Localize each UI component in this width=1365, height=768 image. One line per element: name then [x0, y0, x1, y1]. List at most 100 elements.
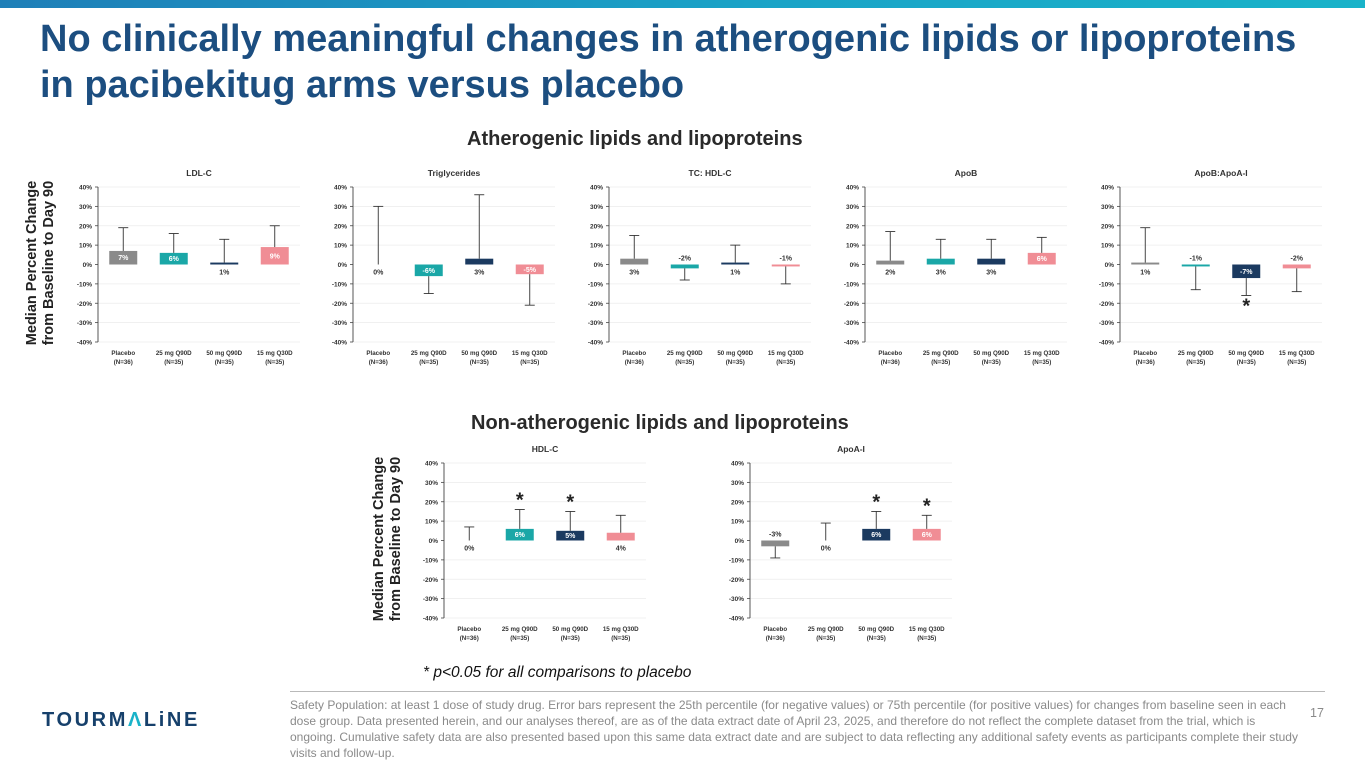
x-tick-sublabel: (N=35) [164, 359, 183, 366]
y-tick-label: -10% [332, 281, 347, 288]
chart-apoa-i: ApoA-I -40% -30% -20% -10% 0% 10% 20% 30% 40% -3% P… [729, 444, 952, 642]
x-tick-label: 50 mg Q90D [973, 350, 1009, 357]
y-tick-label: 30% [334, 204, 347, 211]
logo-accent-glyph: Λ [127, 709, 144, 731]
x-tick-sublabel: (N=35) [931, 359, 950, 366]
data-label: -7% [1240, 269, 1253, 276]
x-tick-sublabel: (N=35) [1032, 359, 1051, 366]
bar [606, 532, 635, 541]
y-tick-label: -40% [1099, 340, 1114, 347]
bar [414, 264, 443, 277]
x-tick-label: Placebo [878, 350, 902, 357]
x-tick-sublabel: (N=35) [419, 359, 438, 366]
y-tick-label: -40% [332, 340, 347, 347]
data-label: 5% [565, 533, 576, 540]
y-tick-label: 10% [846, 243, 859, 250]
x-tick-sublabel: (N=36) [369, 359, 388, 366]
data-label: -2% [679, 256, 692, 263]
chart-title: ApoB [955, 168, 978, 178]
bar [1027, 252, 1056, 265]
bar [977, 258, 1006, 265]
y-tick-label: -20% [729, 577, 744, 584]
y-tick-label: -30% [729, 596, 744, 603]
x-tick-label: 15 mg Q30D [1279, 350, 1315, 357]
y-tick-label: -10% [844, 281, 859, 288]
bar [721, 262, 750, 265]
x-tick-label: Placebo [111, 350, 135, 357]
data-label: -6% [423, 268, 436, 275]
y-tick-label: -10% [423, 557, 438, 564]
y-tick-label: -10% [1099, 281, 1114, 288]
data-label: 0% [373, 270, 384, 277]
bar [505, 528, 534, 541]
chart-title: ApoB:ApoA-I [1194, 168, 1247, 178]
bar [620, 258, 649, 265]
y-tick-label: 10% [79, 243, 92, 250]
y-tick-label: 30% [1101, 204, 1114, 211]
y-tick-label: 0% [338, 262, 348, 269]
x-tick-sublabel: (N=36) [1136, 359, 1155, 366]
chart-title: ApoA-I [837, 444, 865, 454]
significance-asterisk: * [1242, 296, 1250, 318]
page-number: 17 [1310, 706, 1324, 720]
data-label: 1% [730, 270, 741, 277]
x-tick-sublabel: (N=35) [215, 359, 234, 366]
x-tick-sublabel: (N=35) [776, 359, 795, 366]
significance-asterisk: * [566, 491, 574, 513]
y-axis-label-bottom: Median Percent Change from Baseline to D… [371, 444, 405, 634]
bar [926, 258, 955, 265]
y-tick-label: 30% [731, 480, 744, 487]
chart-title: TC: HDL-C [689, 168, 732, 178]
bar [515, 264, 544, 275]
x-tick-label: Placebo [1133, 350, 1157, 357]
y-axis-label-top-line1: Median Percent Change [24, 180, 40, 346]
data-label: 9% [270, 253, 281, 260]
bar [260, 247, 289, 265]
significance-asterisk: * [516, 490, 524, 512]
data-label: 3% [474, 270, 485, 277]
y-tick-label: -30% [332, 320, 347, 327]
significance-asterisk: * [923, 495, 931, 517]
y-tick-label: -40% [588, 340, 603, 347]
x-tick-sublabel: (N=36) [766, 635, 785, 642]
x-tick-label: 15 mg Q30D [909, 626, 945, 633]
chart-ldl-c: LDL-C -40% -30% -20% -10% 0% 10% 20% 30% 40% 7% Pla… [77, 168, 300, 366]
y-tick-label: -10% [729, 557, 744, 564]
x-tick-sublabel: (N=36) [114, 359, 133, 366]
y-tick-label: 10% [334, 243, 347, 250]
bar [1131, 262, 1160, 265]
bar [1232, 264, 1261, 279]
data-label: -2% [1291, 256, 1304, 263]
y-tick-label: -20% [1099, 301, 1114, 308]
bar [210, 262, 239, 265]
data-label: 3% [986, 270, 997, 277]
x-tick-label: Placebo [457, 626, 481, 633]
bar [912, 528, 941, 541]
x-tick-sublabel: (N=36) [460, 635, 479, 642]
data-label: 4% [616, 546, 627, 553]
x-tick-sublabel: (N=35) [675, 359, 694, 366]
top-accent-bar [0, 0, 1365, 8]
data-label: 6% [169, 256, 180, 263]
data-label: -1% [780, 256, 793, 263]
y-tick-label: 20% [79, 223, 92, 230]
y-tick-label: 40% [731, 461, 744, 468]
x-tick-sublabel: (N=36) [881, 359, 900, 366]
data-label: -1% [1190, 256, 1203, 263]
bar [862, 528, 891, 541]
data-label: 6% [871, 532, 882, 539]
chart-title: HDL-C [532, 444, 558, 454]
y-tick-label: 10% [731, 519, 744, 526]
data-label: -3% [769, 532, 782, 539]
significance-asterisk: * [872, 491, 880, 513]
x-tick-label: Placebo [622, 350, 646, 357]
x-tick-label: 50 mg Q90D [858, 626, 894, 633]
y-tick-label: 40% [846, 185, 859, 192]
logo-text-end: LiNE [143, 709, 200, 731]
chart-title: Triglycerides [428, 168, 481, 178]
footer-divider [290, 691, 1325, 692]
bar [771, 264, 800, 267]
y-tick-label: 0% [1105, 262, 1115, 269]
x-tick-label: 50 mg Q90D [206, 350, 242, 357]
chart-apob: ApoB -40% -30% -20% -10% 0% 10% 20% 30% 40% 2% Plac… [844, 168, 1067, 366]
